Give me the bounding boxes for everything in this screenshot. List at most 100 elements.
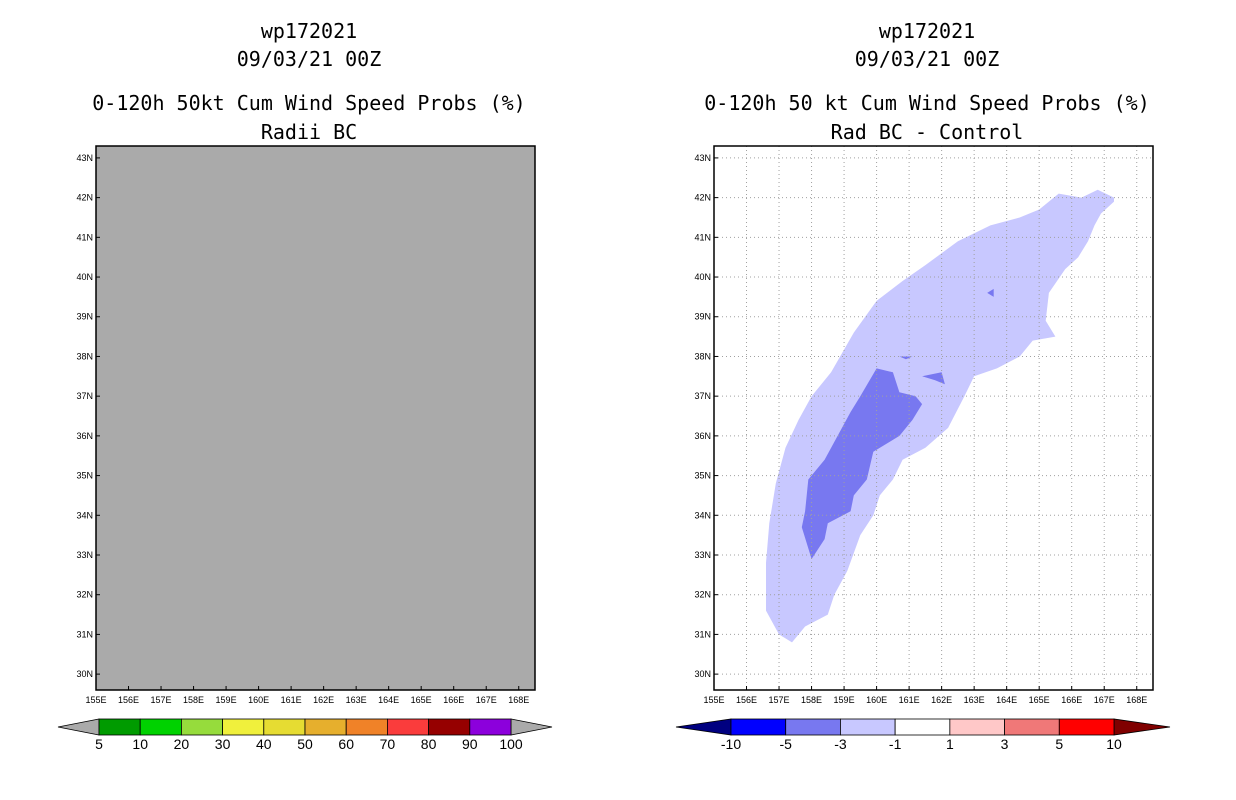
x-tick-label: 162E <box>313 695 334 705</box>
y-tick-label: 30N <box>694 669 711 679</box>
y-tick-label: 39N <box>76 312 93 322</box>
y-tick-label: 31N <box>694 629 711 639</box>
x-tick-label: 155E <box>703 695 724 705</box>
colorbar-arrow-left <box>675 718 732 736</box>
y-tick-label: 38N <box>76 351 93 361</box>
y-tick-label: 34N <box>694 510 711 520</box>
colorbar-label: 30 <box>215 736 231 752</box>
contour-region-2 <box>801 368 923 559</box>
y-tick-label: 36N <box>76 431 93 441</box>
colorbar-swatch-7 <box>1058 718 1115 736</box>
plot-frame <box>95 145 536 691</box>
y-tick-label: 32N <box>76 590 93 600</box>
x-tick-label: 163E <box>346 695 367 705</box>
colorbar-swatch-4 <box>222 718 265 736</box>
left-title-subtitle: Radii BC <box>260 120 358 144</box>
y-tick-label: 37N <box>694 391 711 401</box>
colorbar-label: 70 <box>380 736 396 752</box>
x-tick-label: 159E <box>834 695 855 705</box>
y-tick-label: 37N <box>76 391 93 401</box>
x-tick-label: 157E <box>151 695 172 705</box>
contour-region-3 <box>922 372 945 385</box>
right-title-product: 0-120h 50 kt Cum Wind Speed Probs (%) <box>704 91 1150 115</box>
y-tick-label: 36N <box>694 431 711 441</box>
colorbar-label: 10 <box>1106 736 1122 752</box>
colorbar-swatch-3 <box>840 718 896 736</box>
x-tick-label: 168E <box>508 695 529 705</box>
y-tick-label: 33N <box>694 550 711 560</box>
colorbar-label: 40 <box>256 736 272 752</box>
x-tick-label: 160E <box>248 695 269 705</box>
y-tick-label: 30N <box>76 669 93 679</box>
x-tick-label: 156E <box>118 695 139 705</box>
colorbar-label: -3 <box>834 736 847 752</box>
colorbar-label: 1 <box>946 736 954 752</box>
y-tick-label: 42N <box>76 193 93 203</box>
left-title-date: 09/03/21 00Z <box>236 47 382 71</box>
colorbar-label: -10 <box>721 736 741 752</box>
colorbar-label: 20 <box>174 736 190 752</box>
x-tick-label: 165E <box>1029 695 1050 705</box>
contour-region-5 <box>987 288 994 297</box>
y-tick-label: 41N <box>76 232 93 242</box>
x-tick-label: 168E <box>1126 695 1147 705</box>
x-tick-label: 163E <box>964 695 985 705</box>
colorbar-label: 10 <box>132 736 148 752</box>
colorbar-swatch-1 <box>730 718 787 736</box>
y-tick-label: 33N <box>76 550 93 560</box>
y-tick-label: 34N <box>76 510 93 520</box>
y-tick-label: 42N <box>694 193 711 203</box>
colorbar-swatch-9 <box>428 718 471 736</box>
colorbar-swatch-6 <box>304 718 347 736</box>
x-tick-label: 158E <box>801 695 822 705</box>
colorbar-arrow-right <box>1113 718 1171 736</box>
right-panel: 155E 156E 157E 158E 159E 160E 161E 162E 163E 164E… <box>675 145 1171 752</box>
colorbar-swatch-5 <box>263 718 306 736</box>
colorbar-label: 5 <box>95 736 103 752</box>
colorbar-label: -5 <box>779 736 792 752</box>
plot-frame <box>713 145 1154 691</box>
right-title-date: 09/03/21 00Z <box>854 47 1000 71</box>
right-title-subtitle: Rad BC - Control <box>830 120 1024 144</box>
x-tick-label: 156E <box>736 695 757 705</box>
colorbar-label: 60 <box>338 736 354 752</box>
x-tick-label: 167E <box>476 695 497 705</box>
left-title-product: 0-120h 50kt Cum Wind Speed Probs (%) <box>92 91 526 115</box>
y-tick-label: 43N <box>694 153 711 163</box>
colorbar-swatch-2 <box>139 718 182 736</box>
colorbar-swatch-2 <box>785 718 841 736</box>
colorbar-swatch-4 <box>894 718 951 736</box>
x-tick-label: 167E <box>1094 695 1115 705</box>
right-title-storm: wp172021 <box>878 19 976 43</box>
colorbar-arrow-right <box>510 718 553 736</box>
x-tick-label: 166E <box>443 695 464 705</box>
left-title-storm: wp172021 <box>260 19 358 43</box>
colorbar-swatch-10 <box>469 718 512 736</box>
x-tick-label: 161E <box>899 695 920 705</box>
y-tick-label: 39N <box>694 312 711 322</box>
y-tick-label: 41N <box>694 232 711 242</box>
colorbar-label: 90 <box>462 736 478 752</box>
colorbar-label: 50 <box>297 736 313 752</box>
colorbar-swatch-6 <box>1004 718 1060 736</box>
x-tick-label: 159E <box>216 695 237 705</box>
x-tick-label: 165E <box>411 695 432 705</box>
x-tick-label: 155E <box>85 695 106 705</box>
y-tick-label: 32N <box>694 590 711 600</box>
colorbar-swatch-5 <box>949 718 1005 736</box>
contour-region-1 <box>766 189 1114 643</box>
colorbar-label: 3 <box>1001 736 1009 752</box>
left-panel: 155E 156E 157E 158E 159E 160E 161E 162E 163E 164E… <box>57 145 553 752</box>
x-tick-label: 166E <box>1061 695 1082 705</box>
y-tick-label: 40N <box>694 272 711 282</box>
y-tick-label: 43N <box>76 153 93 163</box>
y-tick-label: 38N <box>694 351 711 361</box>
colorbar-swatch-1 <box>98 718 141 736</box>
colorbar-swatch-8 <box>386 718 429 736</box>
y-tick-label: 35N <box>694 471 711 481</box>
y-tick-label: 35N <box>76 471 93 481</box>
y-tick-label: 31N <box>76 629 93 639</box>
y-tick-label: 40N <box>76 272 93 282</box>
x-tick-label: 164E <box>996 695 1017 705</box>
